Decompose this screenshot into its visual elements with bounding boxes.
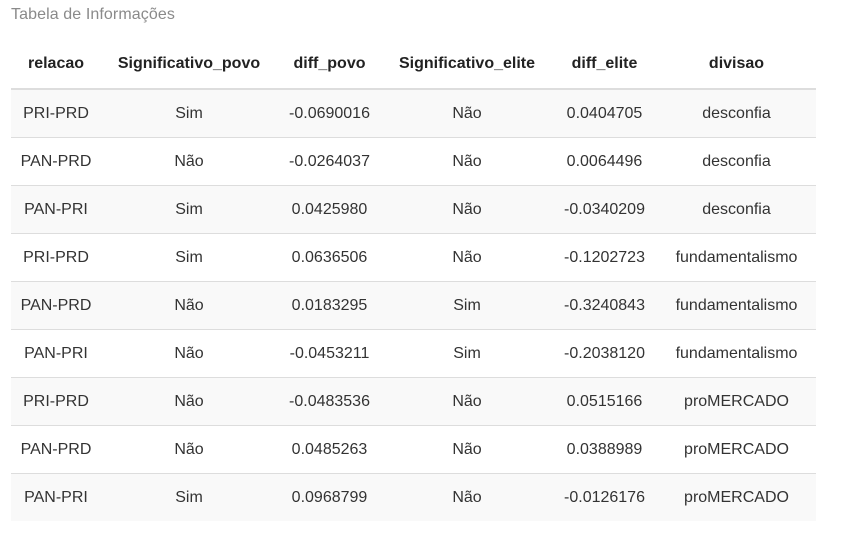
significativo-povo-cell: Não xyxy=(101,137,277,186)
significativo-povo-cell: Sim xyxy=(101,473,277,521)
column-header-diff-povo[interactable]: diff_povo xyxy=(277,40,382,90)
relacao-cell: PAN-PRD xyxy=(11,137,101,186)
diff-povo-cell: 0.0636506 xyxy=(277,233,382,282)
significativo-elite-cell: Não xyxy=(382,185,552,234)
diff-elite-cell: -0.0340209 xyxy=(552,185,657,234)
table-caption: Tabela de Informações xyxy=(11,6,175,23)
diff-povo-cell: -0.0453211 xyxy=(277,329,382,378)
significativo-povo-cell: Não xyxy=(101,281,277,330)
relacao-cell: PAN-PRD xyxy=(11,281,101,330)
divisao-cell: desconfia xyxy=(657,185,816,234)
diff-elite-cell: -0.1202723 xyxy=(552,233,657,282)
header-row: relacao Significativo_povo diff_povo Sig… xyxy=(11,40,816,90)
divisao-cell: proMERCADO xyxy=(657,473,816,521)
table-row: PRI-PRD Sim -0.0690016 Não 0.0404705 desconfi… xyxy=(11,88,816,138)
diff-elite-cell: -0.0126176 xyxy=(552,473,657,521)
relacao-cell: PRI-PRD xyxy=(11,233,101,282)
diff-povo-cell: 0.0425980 xyxy=(277,185,382,234)
column-header-diff-elite[interactable]: diff_elite xyxy=(552,40,657,90)
significativo-elite-cell: Sim xyxy=(382,281,552,330)
table-header: relacao Significativo_povo diff_povo Sig… xyxy=(11,40,816,90)
relacao-cell: PRI-PRD xyxy=(11,88,101,138)
diff-elite-cell: -0.2038120 xyxy=(552,329,657,378)
significativo-povo-cell: Não xyxy=(101,329,277,378)
diff-elite-cell: 0.0515166 xyxy=(552,377,657,426)
diff-elite-cell: -0.3240843 xyxy=(552,281,657,330)
table-row: PAN-PRI Sim 0.0968799 Não -0.0126176 proMERCA… xyxy=(11,473,816,521)
significativo-elite-cell: Não xyxy=(382,473,552,521)
significativo-elite-cell: Não xyxy=(382,425,552,474)
significativo-elite-cell: Não xyxy=(382,377,552,426)
diff-povo-cell: 0.0485263 xyxy=(277,425,382,474)
divisao-cell: desconfia xyxy=(657,88,816,138)
table-row: PAN-PRD Não 0.0485263 Não 0.0388989 proMERCAD… xyxy=(11,425,816,474)
diff-povo-cell: -0.0264037 xyxy=(277,137,382,186)
significativo-povo-cell: Sim xyxy=(101,88,277,138)
divisao-cell: proMERCADO xyxy=(657,377,816,426)
significativo-povo-cell: Sim xyxy=(101,233,277,282)
significativo-elite-cell: Não xyxy=(382,137,552,186)
divisao-cell: desconfia xyxy=(657,137,816,186)
significativo-elite-cell: Sim xyxy=(382,329,552,378)
divisao-cell: proMERCADO xyxy=(657,425,816,474)
diff-povo-cell: -0.0690016 xyxy=(277,88,382,138)
table-row: PAN-PRD Não 0.0183295 Sim -0.3240843 fundamen… xyxy=(11,281,816,330)
information-table: relacao Significativo_povo diff_povo Sig… xyxy=(11,40,816,521)
diff-povo-cell: 0.0968799 xyxy=(277,473,382,521)
column-header-relacao[interactable]: relacao xyxy=(11,40,101,90)
diff-elite-cell: 0.0388989 xyxy=(552,425,657,474)
table-row: PRI-PRD Não -0.0483536 Não 0.0515166 proMERCA… xyxy=(11,377,816,426)
column-header-divisao[interactable]: divisao xyxy=(657,40,816,90)
relacao-cell: PAN-PRD xyxy=(11,425,101,474)
divisao-cell: fundamentalismo xyxy=(657,233,816,282)
relacao-cell: PRI-PRD xyxy=(11,377,101,426)
diff-elite-cell: 0.0064496 xyxy=(552,137,657,186)
table-row: PAN-PRD Não -0.0264037 Não 0.0064496 desconfi… xyxy=(11,137,816,186)
table-row: PAN-PRI Não -0.0453211 Sim -0.2038120 fundame… xyxy=(11,329,816,378)
relacao-cell: PAN-PRI xyxy=(11,185,101,234)
significativo-elite-cell: Não xyxy=(382,88,552,138)
significativo-povo-cell: Não xyxy=(101,377,277,426)
diff-povo-cell: -0.0483536 xyxy=(277,377,382,426)
relacao-cell: PAN-PRI xyxy=(11,473,101,521)
diff-elite-cell: 0.0404705 xyxy=(552,88,657,138)
divisao-cell: fundamentalismo xyxy=(657,329,816,378)
significativo-povo-cell: Não xyxy=(101,425,277,474)
relacao-cell: PAN-PRI xyxy=(11,329,101,378)
table-row: PAN-PRI Sim 0.0425980 Não -0.0340209 desconfi… xyxy=(11,185,816,234)
diff-povo-cell: 0.0183295 xyxy=(277,281,382,330)
table-body: PRI-PRD Sim -0.0690016 Não 0.0404705 desconfi… xyxy=(11,88,816,521)
significativo-povo-cell: Sim xyxy=(101,185,277,234)
significativo-elite-cell: Não xyxy=(382,233,552,282)
table-row: PRI-PRD Sim 0.0636506 Não -0.1202723 fundamen… xyxy=(11,233,816,282)
column-header-significativo-elite[interactable]: Significativo_elite xyxy=(382,40,552,90)
divisao-cell: fundamentalismo xyxy=(657,281,816,330)
column-header-significativo-povo[interactable]: Significativo_povo xyxy=(101,40,277,90)
